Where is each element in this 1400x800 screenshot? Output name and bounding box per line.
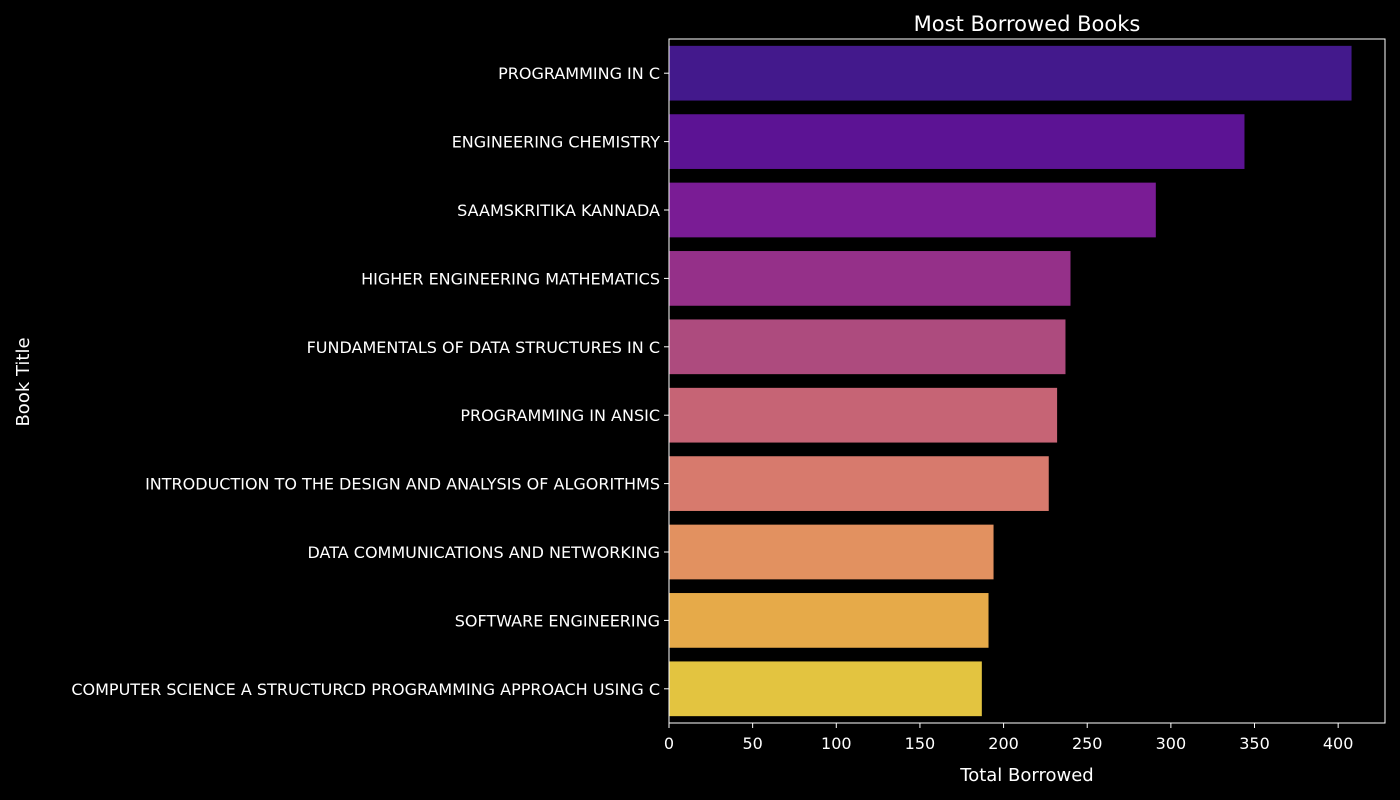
x-tick-label: 50 bbox=[742, 734, 762, 753]
x-ticks: 0 50 100 150 200 250 300 350 400 bbox=[664, 723, 1354, 753]
category-label: SAAMSKRITIKA KANNADA bbox=[457, 201, 660, 220]
category-label: INTRODUCTION TO THE DESIGN AND ANALYSIS … bbox=[145, 475, 660, 494]
plot-frame bbox=[668, 38, 1386, 724]
y-axis-label: Book Title bbox=[13, 337, 34, 426]
category-label: PROGRAMMING IN ANSIC bbox=[460, 406, 660, 425]
bar-7 bbox=[669, 456, 1049, 511]
x-tick-label: 150 bbox=[905, 734, 936, 753]
x-tick-label: 400 bbox=[1323, 734, 1354, 753]
x-tick-label: 100 bbox=[821, 734, 852, 753]
bar-3 bbox=[669, 182, 1156, 238]
bar-6 bbox=[669, 387, 1058, 443]
bar-4 bbox=[669, 251, 1071, 306]
category-label: COMPUTER SCIENCE A STRUCTURCD PROGRAMMIN… bbox=[71, 680, 660, 699]
chart-title: Most Borrowed Books bbox=[914, 12, 1141, 36]
category-label: SOFTWARE ENGINEERING bbox=[455, 611, 660, 630]
bars-layer bbox=[669, 45, 1352, 717]
x-tick-label: 300 bbox=[1156, 734, 1187, 753]
bar-2 bbox=[669, 114, 1245, 169]
bar-9 bbox=[669, 593, 989, 648]
category-label: DATA COMMUNICATIONS AND NETWORKING bbox=[307, 543, 660, 562]
x-axis-label: Total Borrowed bbox=[959, 765, 1093, 786]
category-label: FUNDAMENTALS OF DATA STRUCTURES IN C bbox=[307, 338, 660, 357]
bar-10 bbox=[669, 661, 982, 717]
bar-5 bbox=[669, 319, 1066, 375]
category-label: ENGINEERING CHEMISTRY bbox=[452, 133, 661, 152]
bar-8 bbox=[669, 524, 994, 580]
category-label: HIGHER ENGINEERING MATHEMATICS bbox=[361, 269, 660, 288]
bar-1 bbox=[669, 45, 1352, 101]
category-label: PROGRAMMING IN C bbox=[498, 64, 660, 83]
x-tick-label: 0 bbox=[664, 734, 674, 753]
category-labels: PROGRAMMING IN C ENGINEERING CHEMISTRY SAA… bbox=[71, 64, 669, 699]
x-tick-label: 250 bbox=[1072, 734, 1103, 753]
x-tick-label: 200 bbox=[988, 734, 1019, 753]
x-tick-label: 350 bbox=[1239, 734, 1270, 753]
